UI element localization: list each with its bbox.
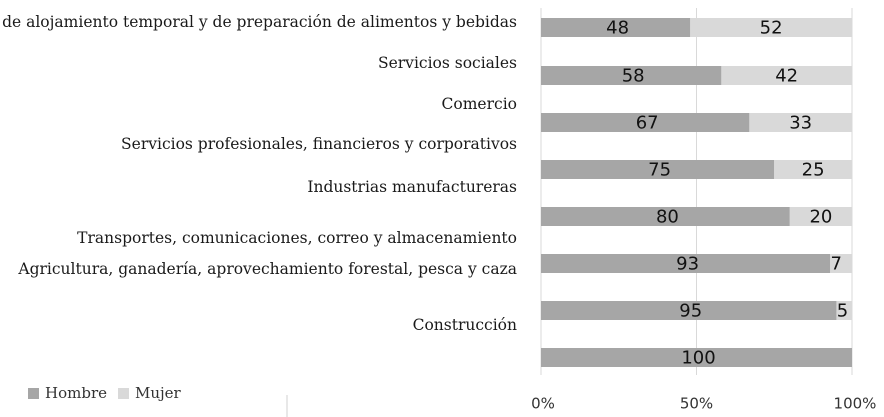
bar-hombre-6 (541, 301, 837, 320)
legend-label-hombre: Hombre (45, 384, 107, 402)
value-label-mujer-3: 25 (802, 160, 825, 181)
legend-swatch-hombre (28, 388, 39, 399)
value-label-hombre-5: 93 (676, 254, 699, 275)
value-label-mujer-0: 52 (760, 18, 783, 39)
value-label-hombre-2: 67 (636, 113, 659, 134)
bar-mujer-4 (789, 207, 852, 226)
bar-mujer-1 (721, 66, 852, 85)
value-label-mujer-1: 42 (775, 66, 798, 87)
bar-mujer-6 (836, 301, 852, 320)
value-label-hombre-0: 48 (606, 18, 629, 39)
bar-hombre-4 (541, 207, 790, 226)
category-label-5: Transportes, comunicaciones, correo y al… (77, 229, 517, 247)
category-label-4: Industrias manufactureras (307, 178, 517, 196)
x-tick-label-0: 0% (531, 395, 555, 413)
category-label-2: Comercio (442, 95, 517, 113)
bar-mujer-3 (774, 160, 852, 179)
value-label-mujer-2: 33 (789, 113, 812, 134)
legend-swatch-mujer (118, 388, 129, 399)
category-label-6: Agricultura, ganadería, aprovechamiento … (17, 260, 517, 278)
value-label-mujer-4: 20 (809, 207, 832, 228)
legend-label-mujer: Mujer (135, 384, 182, 402)
value-label-hombre-1: 58 (622, 66, 645, 87)
value-label-mujer-5: 7 (831, 254, 842, 275)
category-label-3: Servicios profesionales, financieros y c… (121, 135, 517, 153)
bar-hombre-0 (541, 18, 691, 37)
value-label-hombre-7: 100 (681, 348, 715, 369)
category-label-1: Servicios sociales (378, 54, 517, 72)
bar-hombre-3 (541, 160, 775, 179)
bar-hombre-7 (541, 348, 852, 367)
x-tick-label-2: 100% (834, 395, 877, 413)
bar-hombre-2 (541, 113, 750, 132)
bar-hombre-1 (541, 66, 722, 85)
value-label-hombre-6: 95 (679, 301, 702, 322)
bar-mujer-0 (690, 18, 852, 37)
bar-hombre-5 (541, 254, 831, 273)
x-tick-label-1: 50% (680, 395, 713, 413)
category-label-0: Servicios de alojamiento temporal y de p… (0, 13, 517, 31)
value-label-hombre-3: 75 (648, 160, 671, 181)
bar-mujer-2 (749, 113, 852, 132)
value-label-mujer-6: 5 (837, 301, 848, 322)
category-label-7: Construcción (413, 316, 517, 334)
value-label-hombre-4: 80 (656, 207, 679, 228)
bar-mujer-5 (830, 254, 852, 273)
